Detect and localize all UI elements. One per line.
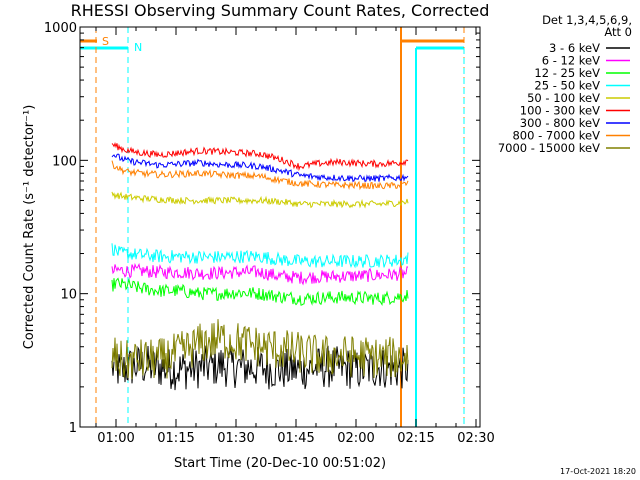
x-tick-label: 01:15 xyxy=(157,431,194,446)
legend-label: 50 - 100 keV xyxy=(527,91,600,105)
legend-label: 7000 - 15000 keV xyxy=(498,141,600,155)
series-line-1 xyxy=(111,262,409,286)
x-tick-label: 02:30 xyxy=(457,431,494,446)
y-tick-label: 1 xyxy=(69,421,77,436)
night-marker-label: N xyxy=(134,41,142,54)
x-tick-label: 02:15 xyxy=(397,431,434,446)
chart-title: RHESSI Observing Summary Count Rates, Co… xyxy=(71,1,490,20)
saa-marker-label: S xyxy=(102,35,109,48)
legend-label: 3 - 6 keV xyxy=(549,41,600,55)
x-axis-label: Start Time (20-Dec-10 00:51:02) xyxy=(174,456,386,471)
y-tick-label: 1000 xyxy=(44,21,77,36)
series-line-6 xyxy=(111,153,409,183)
y-axis-label: Corrected Count Rate (s⁻¹ detector⁻¹) xyxy=(22,105,37,350)
series-line-5 xyxy=(111,142,409,172)
y-tick-label: 100 xyxy=(52,154,77,169)
series-line-4 xyxy=(111,191,409,209)
series-line-7 xyxy=(111,160,409,191)
legend-label: 12 - 25 keV xyxy=(534,66,600,80)
legend-label: 25 - 50 keV xyxy=(534,79,600,93)
x-tick-label: 01:00 xyxy=(97,431,134,446)
legend-label: 100 - 300 keV xyxy=(520,104,600,118)
legend-label: 6 - 12 keV xyxy=(542,54,600,68)
x-tick-label: 01:45 xyxy=(277,431,314,446)
y-tick-label: 10 xyxy=(60,288,77,303)
x-tick-label: 02:00 xyxy=(337,431,374,446)
legend-label: 300 - 800 keV xyxy=(520,116,600,130)
legend-header-line-1: Det 1,3,4,5,6,9, xyxy=(542,13,632,27)
series-line-3 xyxy=(111,243,409,269)
series-line-0 xyxy=(111,345,409,391)
legend-header-line-2: Att 0 xyxy=(604,25,632,39)
x-tick-label: 01:30 xyxy=(217,431,254,446)
plot-frame xyxy=(79,26,481,428)
timestamp: 17-Oct-2021 18:20 xyxy=(560,467,636,476)
series-line-2 xyxy=(111,277,409,307)
legend-label: 800 - 7000 keV xyxy=(512,129,600,143)
series-line-8 xyxy=(111,319,409,380)
